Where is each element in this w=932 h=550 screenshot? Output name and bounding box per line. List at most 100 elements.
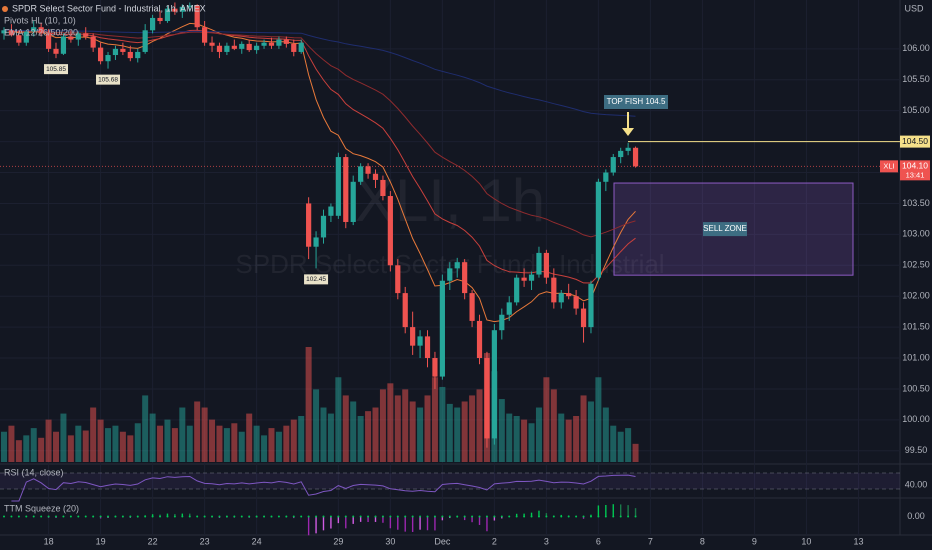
squeeze-dot — [218, 515, 221, 518]
squeeze-dot — [55, 515, 58, 518]
candle-body — [521, 277, 527, 281]
squeeze-dot — [396, 515, 399, 518]
volume-bar — [409, 401, 416, 462]
volume-bar — [97, 419, 104, 462]
candle-body — [105, 55, 111, 62]
x-tick-label: 22 — [148, 536, 158, 546]
squeeze-dot — [188, 515, 191, 518]
pivot-label: 102.45 — [306, 276, 326, 283]
squeeze-dot — [500, 515, 503, 518]
legend-icon — [2, 6, 8, 12]
squeeze-dot — [10, 515, 13, 518]
candle-body — [231, 45, 237, 49]
volume-bar — [476, 389, 483, 462]
last-price-bg — [900, 160, 930, 181]
target-price-bg — [900, 135, 930, 148]
candle-body — [75, 33, 81, 40]
candle-body — [432, 358, 438, 377]
squeeze-dot — [560, 515, 563, 518]
candle-body — [491, 330, 497, 439]
candle-body — [179, 6, 185, 12]
volume-bar — [439, 386, 446, 462]
squeeze-dot — [233, 515, 236, 518]
squeeze-dot — [121, 515, 124, 518]
candle-body — [358, 166, 364, 182]
squeeze-dot — [277, 515, 280, 518]
volume-bar — [454, 407, 461, 462]
volume-bar — [261, 435, 268, 462]
volume-bar — [513, 416, 520, 462]
candle-body — [417, 336, 423, 346]
pivot-label: 105.85 — [46, 66, 66, 73]
target-label: TOP FISH 104.5 — [607, 97, 666, 106]
volume-bar — [186, 425, 193, 462]
squeeze-dot — [136, 515, 139, 518]
y-tick-label: 103.00 — [902, 229, 930, 239]
candle-body — [172, 8, 178, 12]
candle-body — [127, 51, 133, 59]
candle-body — [551, 277, 557, 303]
squeeze-dot — [151, 515, 154, 518]
volume-bar — [134, 423, 141, 462]
volume-bar — [521, 419, 528, 462]
squeeze-dot — [471, 515, 474, 518]
volume-bar — [417, 407, 424, 462]
squeeze-dot — [463, 515, 466, 518]
squeeze-dot — [389, 515, 392, 518]
ema-line — [3, 22, 636, 323]
volume-bar — [469, 395, 476, 462]
candle-body — [97, 47, 104, 62]
volume-bar — [632, 443, 639, 462]
volume-bar — [238, 431, 245, 462]
candle-body — [595, 181, 601, 278]
squeeze-dot — [62, 515, 65, 518]
squeeze-dot — [240, 515, 243, 518]
candle-body — [335, 157, 341, 216]
candle-body — [157, 17, 163, 22]
candle-body — [328, 206, 334, 216]
volume-bar — [231, 423, 238, 462]
squeeze-dot — [433, 515, 436, 518]
squeeze-dot — [552, 515, 555, 518]
volume-bar — [112, 425, 119, 462]
volume-bar — [209, 419, 216, 462]
volume-bar — [461, 401, 468, 462]
squeeze-dot — [627, 515, 630, 518]
legend-title: SPDR Select Sector Fund - Industrial, 1h… — [12, 3, 206, 13]
volume-bar — [275, 431, 282, 462]
squeeze-dot — [196, 515, 199, 518]
y-tick-label: 99.50 — [905, 445, 928, 455]
candle-body — [194, 5, 200, 28]
candle-body — [8, 30, 15, 36]
y-tick-label: 105.00 — [902, 105, 930, 115]
candle-body — [261, 42, 267, 46]
volume-bar — [320, 407, 327, 462]
volume-bar — [60, 413, 67, 462]
squeeze-dot — [248, 515, 251, 518]
volume-bar — [30, 428, 37, 462]
candle-body — [625, 147, 631, 151]
volume-bar — [365, 411, 372, 462]
candle-body — [53, 48, 59, 54]
x-tick-label: Dec — [434, 536, 451, 546]
squeeze-dot — [419, 515, 422, 518]
squeeze-dot — [84, 515, 87, 518]
squeeze-dot — [582, 515, 585, 518]
candle-body — [209, 42, 215, 46]
squeeze-dot — [344, 515, 347, 518]
volume-bar — [350, 401, 357, 462]
y-tick-label: 101.00 — [902, 352, 930, 362]
candle-body — [499, 314, 505, 331]
squeeze-dot — [404, 515, 407, 518]
squeeze-dot — [292, 515, 295, 518]
pivot-label-bg — [304, 274, 329, 285]
volume-bar — [602, 407, 609, 462]
x-tick-label: 8 — [700, 536, 705, 546]
candle-body — [268, 42, 275, 46]
candle-body — [447, 268, 453, 281]
y-tick-label: 105.50 — [902, 74, 930, 84]
countdown: 13:41 — [906, 170, 925, 179]
x-tick-label: 19 — [96, 536, 106, 546]
squeeze-dot — [374, 515, 377, 518]
